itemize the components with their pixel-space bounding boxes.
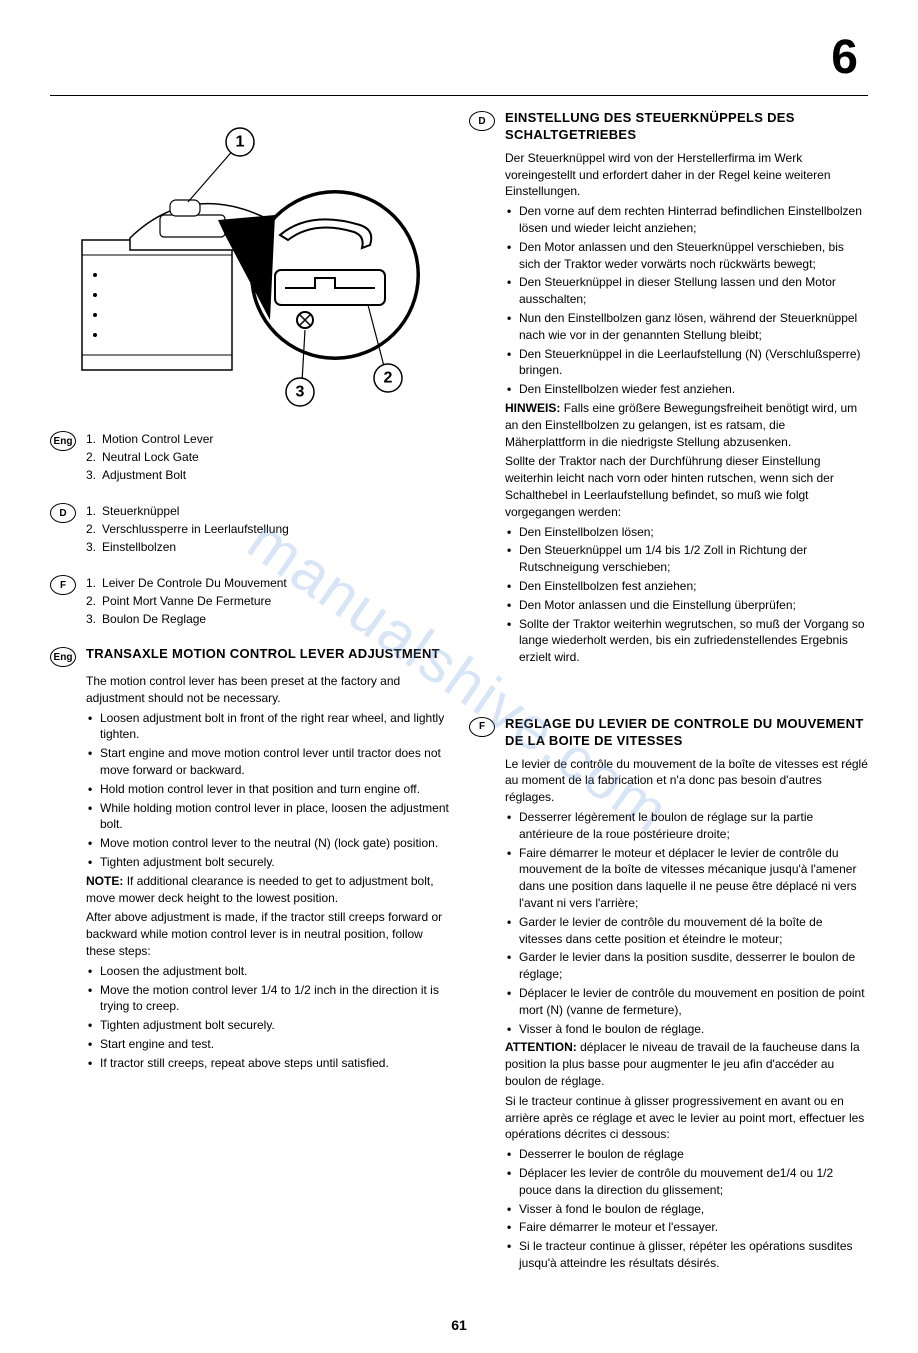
legend-label: Point Mort Vanne De Fermeture <box>102 592 271 610</box>
list-item: Faire démarrer le moteur et déplacer le … <box>505 845 868 912</box>
list-item: Desserrer le boulon de réglage <box>505 1146 868 1163</box>
list-item: Den Einstellbolzen fest anziehen; <box>505 578 868 595</box>
list-item: Desserrer légèrement le boulon de réglag… <box>505 809 868 843</box>
list-item: Den Steuerknüppel um 1/4 bis 1/2 Zoll in… <box>505 542 868 576</box>
list-item: Nun den Einstellbolzen ganz lösen, währe… <box>505 310 868 344</box>
list-item: If tractor still creeps, repeat above st… <box>86 1055 449 1072</box>
list-item: Move motion control lever to the neutral… <box>86 835 449 852</box>
list-item: Den Steuerknüppel in dieser Stellung las… <box>505 274 868 308</box>
intro-text: Le levier de contrôle du mouvement de la… <box>505 756 868 806</box>
legend-fr: F 1. Leiver De Controle Du Mouvement 2. Po… <box>50 574 449 628</box>
intro-text: The motion control lever has been preset… <box>86 673 449 707</box>
callout-3: 3 <box>296 384 305 401</box>
legend-label: Steuerknüppel <box>102 502 179 520</box>
bullet-list: Den vorne auf dem rechten Hinterrad befi… <box>505 203 868 398</box>
left-column: 1 2 3 Eng 1. Motion Control Lever 2. Neutr… <box>50 110 449 1292</box>
list-item: Den Einstellbolzen lösen; <box>505 524 868 541</box>
legend-num: 2. <box>86 520 96 538</box>
mid-text: Si le tracteur continue à glisser progre… <box>505 1093 868 1143</box>
section-title-fr: REGLAGE DU LEVIER DE CONTROLE DU MOUVEME… <box>505 716 868 750</box>
section-fr: F REGLAGE DU LEVIER DE CONTROLE DU MOUVE… <box>469 716 868 1272</box>
list-item: Start engine and test. <box>86 1036 449 1053</box>
section-eng: Eng TRANSAXLE MOTION CONTROL LEVER ADJUS… <box>50 646 449 1072</box>
content-columns: 1 2 3 Eng 1. Motion Control Lever 2. Neutr… <box>50 110 868 1292</box>
list-item: Den Motor anlassen und den Steuerknüppel… <box>505 239 868 273</box>
legend-num: 3. <box>86 610 96 628</box>
section-de: D EINSTELLUNG DES STEUERKNÜPPELS DES SCH… <box>469 110 868 666</box>
intro-text: Der Steuerknüppel wird von der Herstelle… <box>505 150 868 200</box>
list-item: Tighten adjustment bolt securely. <box>86 1017 449 1034</box>
bullet-list: Desserrer le boulon de réglage Déplacer … <box>505 1146 868 1272</box>
section-title-de: EINSTELLUNG DES STEUERKNÜPPELS DES SCHAL… <box>505 110 868 144</box>
list-item: Loosen the adjustment bolt. <box>86 963 449 980</box>
list-item: Visser à fond le boulon de réglage. <box>505 1021 868 1038</box>
lang-badge-eng: Eng <box>50 647 76 667</box>
list-item: Déplacer les levier de contrôle du mouve… <box>505 1165 868 1199</box>
list-item: Start engine and move motion control lev… <box>86 745 449 779</box>
legend-num: 3. <box>86 466 96 484</box>
list-item: Sollte der Traktor weiterhin wegrutschen… <box>505 616 868 666</box>
legend-label: Leiver De Controle Du Mouvement <box>102 574 287 592</box>
bullet-list: Loosen adjustment bolt in front of the r… <box>86 710 449 871</box>
bullet-list: Desserrer légèrement le boulon de réglag… <box>505 809 868 1037</box>
section-title-eng: TRANSAXLE MOTION CONTROL LEVER ADJUSTMEN… <box>86 646 440 663</box>
legend-num: 1. <box>86 502 96 520</box>
list-item: Den Einstellbolzen wieder fest anziehen. <box>505 381 868 398</box>
list-item: Garder le levier dans la position susdit… <box>505 949 868 983</box>
legend-label: Neutral Lock Gate <box>102 448 199 466</box>
legend-label: Adjustment Bolt <box>102 466 186 484</box>
list-item: Den Steuerknüppel in die Leerlaufstellun… <box>505 346 868 380</box>
lang-badge-de: D <box>469 111 495 131</box>
list-item: Hold motion control lever in that positi… <box>86 781 449 798</box>
list-item: Loosen adjustment bolt in front of the r… <box>86 710 449 744</box>
legend-label: Boulon De Reglage <box>102 610 206 628</box>
mid-text: After above adjustment is made, if the t… <box>86 909 449 959</box>
note-label: ATTENTION: <box>505 1040 577 1054</box>
page-number-top: 6 <box>831 30 858 85</box>
list-item: Visser à fond le boulon de réglage, <box>505 1201 868 1218</box>
mid-text: Sollte der Traktor nach der Durchführung… <box>505 453 868 520</box>
note-label: NOTE: <box>86 874 123 888</box>
legend-num: 2. <box>86 592 96 610</box>
bullet-list: Loosen the adjustment bolt. Move the mot… <box>86 963 449 1072</box>
legend-eng: Eng 1. Motion Control Lever 2. Neutral Loc… <box>50 430 449 484</box>
list-item: Déplacer le levier de contrôle du mouvem… <box>505 985 868 1019</box>
list-item: Si le tracteur continue à glisser, répét… <box>505 1238 868 1272</box>
legend-label: Einstellbolzen <box>102 538 176 556</box>
note-label: HINWEIS: <box>505 401 560 415</box>
bullet-list: Den Einstellbolzen lösen; Den Steuerknüp… <box>505 524 868 666</box>
page-number-bottom: 61 <box>50 1317 868 1333</box>
list-item: While holding motion control lever in pl… <box>86 800 449 834</box>
right-column: D EINSTELLUNG DES STEUERKNÜPPELS DES SCH… <box>469 110 868 1292</box>
parts-diagram: 1 2 3 <box>70 120 430 410</box>
lang-badge-fr: F <box>50 575 76 595</box>
legend-num: 1. <box>86 574 96 592</box>
list-item: Den Motor anlassen und die Einstellung ü… <box>505 597 868 614</box>
legend-label: Motion Control Lever <box>102 430 213 448</box>
list-item: Move the motion control lever 1/4 to 1/2… <box>86 982 449 1016</box>
callout-1: 1 <box>236 134 245 151</box>
legend-de: D 1. Steuerknüppel 2. Verschlussperre in L… <box>50 502 449 556</box>
lang-badge-eng: Eng <box>50 431 76 451</box>
list-item: Garder le levier de contrôle du mouvemen… <box>505 914 868 948</box>
legend-num: 1. <box>86 430 96 448</box>
list-item: Faire démarrer le moteur et l'essayer. <box>505 1219 868 1236</box>
list-item: Tighten adjustment bolt securely. <box>86 854 449 871</box>
top-rule <box>50 95 868 96</box>
legend-num: 2. <box>86 448 96 466</box>
callout-2: 2 <box>384 370 393 387</box>
legend-num: 3. <box>86 538 96 556</box>
lang-badge-fr: F <box>469 717 495 737</box>
legend-label: Verschlussperre in Leerlaufstellung <box>102 520 289 538</box>
lang-badge-de: D <box>50 503 76 523</box>
list-item: Den vorne auf dem rechten Hinterrad befi… <box>505 203 868 237</box>
note-text: If additional clearance is needed to get… <box>86 874 434 905</box>
